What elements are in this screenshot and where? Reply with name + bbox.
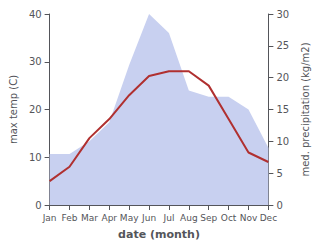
svg-text:Jun: Jun bbox=[141, 213, 156, 223]
svg-text:25: 25 bbox=[276, 40, 289, 51]
svg-text:May: May bbox=[120, 213, 139, 223]
svg-text:Dec: Dec bbox=[260, 213, 277, 223]
svg-text:5: 5 bbox=[276, 168, 282, 179]
svg-text:20: 20 bbox=[276, 72, 289, 83]
svg-text:10: 10 bbox=[276, 136, 289, 147]
svg-text:Nov: Nov bbox=[240, 213, 258, 223]
svg-text:40: 40 bbox=[29, 9, 42, 20]
svg-text:Oct: Oct bbox=[221, 213, 237, 223]
svg-text:Apr: Apr bbox=[101, 213, 117, 223]
svg-text:Jul: Jul bbox=[163, 213, 175, 223]
svg-text:Feb: Feb bbox=[62, 213, 78, 223]
svg-text:0: 0 bbox=[35, 200, 41, 211]
svg-text:15: 15 bbox=[276, 104, 289, 115]
svg-text:Jan: Jan bbox=[42, 213, 57, 223]
svg-text:10: 10 bbox=[29, 152, 42, 163]
svg-text:Mar: Mar bbox=[81, 213, 98, 223]
svg-text:0: 0 bbox=[276, 200, 282, 211]
svg-text:med. precipitation (kg/m2): med. precipitation (kg/m2) bbox=[300, 42, 311, 176]
svg-text:max temp (C): max temp (C) bbox=[8, 75, 19, 144]
svg-text:30: 30 bbox=[276, 9, 289, 20]
svg-text:date (month): date (month) bbox=[118, 228, 200, 241]
svg-text:30: 30 bbox=[29, 56, 42, 67]
svg-text:Sep: Sep bbox=[200, 213, 217, 223]
svg-text:Aug: Aug bbox=[180, 213, 198, 223]
svg-text:20: 20 bbox=[29, 104, 42, 115]
